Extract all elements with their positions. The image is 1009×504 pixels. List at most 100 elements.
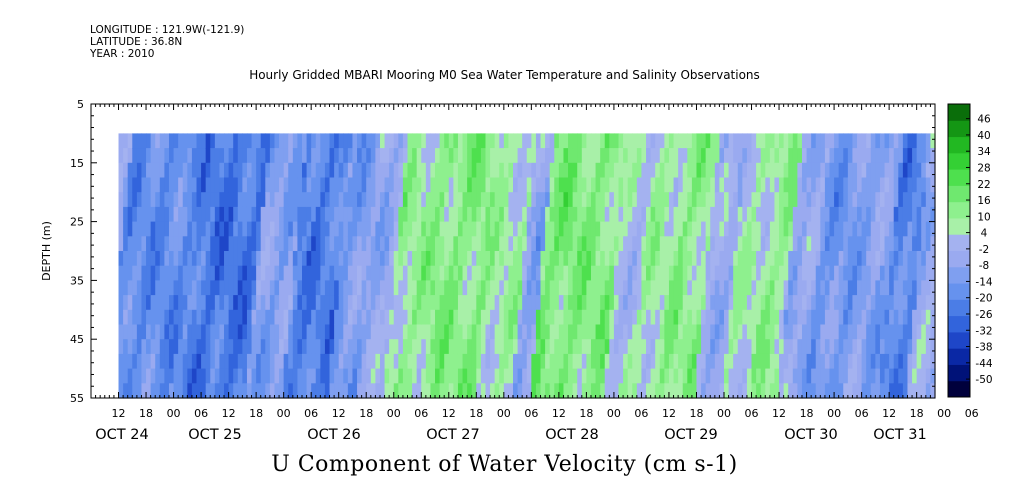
heatmap-cell [389, 295, 395, 311]
heatmap-cell [714, 368, 721, 384]
heatmap-cell [549, 221, 555, 237]
heatmap-cell [623, 192, 629, 208]
heatmap-cell [132, 162, 138, 179]
heatmap-cell [297, 324, 303, 340]
heatmap-cell [306, 265, 312, 281]
heatmap-cell [311, 265, 317, 281]
heatmap-cell [522, 280, 528, 296]
heatmap-cell [398, 206, 404, 223]
heatmap-cell [315, 353, 321, 370]
heatmap-cell [682, 162, 688, 179]
heatmap-cell [613, 251, 620, 267]
x-hour-tick-label: 06 [524, 407, 538, 420]
heatmap-cell [535, 162, 542, 179]
heatmap-cell [311, 353, 317, 370]
heatmap-cell [737, 236, 743, 252]
heatmap-cell [655, 353, 661, 370]
axes: 12 18 00 06 12 18 00 06 12 18 00 06 12 18 00 06 12 18 00 06… [40, 98, 979, 443]
heatmap-cell [513, 206, 519, 223]
heatmap-cell [531, 177, 537, 193]
heatmap-cell [545, 148, 551, 164]
heatmap-cell [499, 221, 505, 237]
heatmap-cell [623, 148, 629, 164]
heatmap-cell [733, 162, 739, 179]
heatmap-cell [655, 236, 661, 252]
heatmap-cell [127, 309, 133, 326]
heatmap-cell [866, 280, 872, 296]
heatmap-cell [531, 133, 537, 149]
heatmap-cell [288, 192, 294, 208]
heatmap-cell [820, 236, 826, 252]
heatmap-cell [650, 295, 656, 311]
heatmap-cell [930, 353, 936, 370]
heatmap-cell [632, 324, 638, 340]
heatmap-cell [173, 236, 179, 252]
x-hour-tick-label: 12 [112, 407, 126, 420]
heatmap-cell [467, 383, 473, 399]
heatmap-cell [508, 177, 514, 193]
heatmap-cell [545, 383, 551, 399]
heatmap-cell [196, 177, 202, 193]
heatmap-cell [324, 148, 331, 164]
heatmap-cell [338, 324, 344, 340]
heatmap-cell [545, 295, 551, 311]
heatmap-cell [701, 251, 707, 267]
heatmap-cell [150, 280, 156, 296]
heatmap-cell [710, 368, 716, 384]
heatmap-cell [682, 192, 688, 208]
heatmap-cell [815, 280, 821, 296]
heatmap-cell [728, 309, 734, 326]
heatmap-cell [724, 295, 730, 311]
heatmap-cell [779, 280, 785, 296]
heatmap-cell [132, 236, 138, 252]
heatmap-cell [159, 236, 165, 252]
heatmap-cell [439, 353, 445, 370]
heatmap-cell [779, 353, 785, 370]
heatmap-cell [462, 339, 468, 355]
heatmap-cell [604, 192, 610, 208]
heatmap-cell [604, 353, 610, 370]
heatmap-cell [246, 192, 253, 208]
heatmap-cell [705, 162, 711, 179]
heatmap-cell [347, 177, 354, 193]
heatmap-cell [251, 177, 257, 193]
heatmap-cell [297, 133, 303, 149]
heatmap-cell [572, 265, 578, 281]
heatmap-cell [889, 265, 895, 281]
heatmap-cell [389, 206, 395, 223]
heatmap-cell [224, 251, 230, 267]
heatmap-cell [673, 295, 679, 311]
heatmap-cell [191, 295, 198, 311]
heatmap-cell [379, 177, 386, 193]
heatmap-cell [554, 339, 560, 355]
heatmap-cell [751, 221, 757, 237]
heatmap-cell [526, 148, 532, 164]
heatmap-cell [535, 383, 542, 399]
heatmap-cell [526, 206, 532, 223]
heatmap-cell [806, 353, 812, 370]
heatmap-cell [673, 265, 679, 281]
heatmap-cell [563, 383, 569, 399]
heatmap-cell [687, 368, 693, 384]
heatmap-cell [361, 221, 367, 237]
heatmap-cell [861, 353, 867, 370]
heatmap-cell [829, 368, 835, 384]
heatmap-cell [334, 177, 340, 193]
heatmap-cell [228, 192, 234, 208]
heatmap-cell [774, 339, 780, 355]
heatmap-cell [595, 251, 601, 267]
heatmap-cell [558, 324, 565, 340]
heatmap-cell [224, 221, 230, 237]
heatmap-cell [407, 353, 413, 370]
heatmap-cell [233, 368, 239, 384]
heatmap-cell [554, 368, 560, 384]
heatmap-cell [384, 192, 390, 208]
heatmap-cell [494, 368, 500, 384]
heatmap-cell [260, 177, 266, 193]
heatmap-cell [219, 251, 225, 267]
heatmap-cell [687, 162, 693, 179]
x-hour-tick-label: 18 [469, 407, 483, 420]
heatmap-cell [870, 339, 876, 355]
heatmap-cell [214, 206, 221, 223]
heatmap-cell [251, 221, 257, 237]
